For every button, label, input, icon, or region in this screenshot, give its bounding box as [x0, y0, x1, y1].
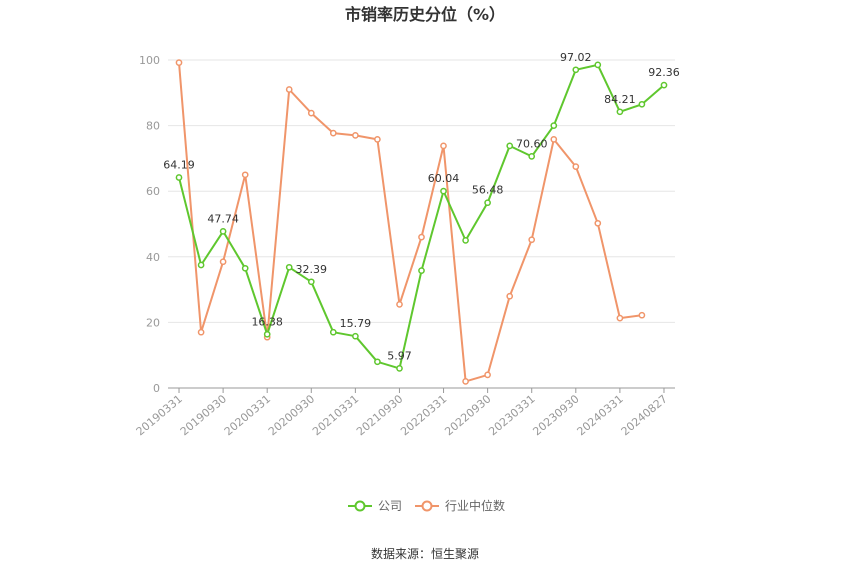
data-point: [528, 153, 536, 160]
data-point: [550, 136, 558, 143]
data-point: [352, 132, 359, 139]
data-label: 97.02: [560, 51, 592, 64]
data-label: 56.48: [472, 184, 504, 197]
data-point: [616, 314, 624, 322]
data-labels: 64.19 47.74 16.38 32.39 15.79 5.97 60.04 56.48 7…: [163, 51, 679, 363]
data-point: [263, 330, 271, 338]
legend-marker: [421, 500, 433, 512]
axes: 0 20 40 60 80 100 2019033120190930202003312020…: [134, 54, 675, 438]
data-point: [197, 328, 205, 336]
data-point: [572, 163, 580, 170]
data-label: 64.19: [163, 158, 195, 171]
data-point: [506, 142, 514, 150]
legend[interactable]: 公司 行业中位数: [348, 498, 505, 513]
series-group: [175, 59, 668, 385]
y-tick-label: 0: [153, 382, 160, 395]
data-label: 47.74: [207, 212, 239, 225]
data-point: [197, 261, 205, 269]
data-point: [307, 109, 315, 117]
x-tick-label: 20220331: [398, 392, 449, 438]
data-label: 92.36: [648, 66, 680, 79]
data-point: [219, 258, 227, 266]
x-tick-label: 20240331: [575, 392, 626, 438]
data-point: [484, 199, 491, 207]
data-point: [594, 219, 602, 227]
data-label: 60.04: [428, 172, 460, 185]
data-point: [528, 236, 536, 244]
y-tick-label: 40: [146, 251, 160, 264]
data-label: 84.21: [604, 93, 636, 106]
data-label: 5.97: [387, 349, 412, 362]
data-point: [660, 81, 668, 89]
data-point: [594, 61, 602, 69]
x-tick-label: 20200930: [266, 392, 317, 438]
x-tick-label: 20190331: [134, 392, 185, 438]
legend-label: 公司: [378, 499, 402, 513]
data-point: [175, 59, 183, 66]
data-point: [418, 267, 425, 274]
grid: [168, 59, 675, 323]
data-point: [329, 129, 337, 137]
x-tick-label: 20220930: [442, 392, 493, 438]
legend-item-company[interactable]: 公司: [348, 499, 402, 513]
data-point: [175, 174, 183, 181]
data-point: [329, 328, 337, 336]
legend-marker: [354, 500, 366, 512]
data-point: [440, 187, 447, 195]
x-tick-label: 20240827: [619, 392, 670, 438]
data-label: 70.60: [516, 137, 548, 150]
data-label: 15.79: [340, 317, 372, 330]
data-point: [374, 136, 381, 143]
data-point: [241, 264, 249, 272]
data-point: [396, 301, 403, 308]
data-point: [484, 371, 491, 379]
data-point: [462, 237, 469, 244]
data-point: [219, 228, 227, 235]
data-point: [418, 233, 425, 241]
data-label: 32.39: [296, 263, 328, 276]
legend-item-industry[interactable]: 行业中位数: [415, 498, 505, 513]
x-tick-label: 20230331: [486, 392, 537, 438]
x-tick-label: 20230930: [530, 392, 581, 438]
data-point: [616, 108, 624, 116]
data-point: [307, 278, 315, 286]
data-point: [550, 122, 558, 129]
x-tick-label: 20200331: [222, 392, 273, 438]
y-tick-label: 60: [146, 185, 160, 198]
chart-title: 市销率历史分位（%）: [345, 5, 505, 24]
data-point: [638, 311, 646, 319]
data-point: [285, 86, 293, 93]
x-tick-label: 20190930: [178, 392, 229, 438]
y-tick-label: 20: [146, 316, 160, 329]
data-point: [241, 171, 249, 179]
data-point: [506, 292, 514, 300]
data-point: [638, 100, 646, 108]
data-label: 16.38: [251, 315, 283, 328]
series-line-industry: [178, 62, 643, 383]
legend-label: 行业中位数: [445, 498, 505, 513]
data-point: [572, 66, 580, 74]
source-note: 数据来源：恒生聚源: [371, 546, 479, 561]
data-point: [462, 378, 469, 385]
data-point: [374, 358, 381, 366]
data-point: [440, 142, 447, 150]
data-point: [396, 365, 403, 372]
data-point: [285, 263, 293, 271]
y-tick-label: 100: [139, 54, 160, 67]
x-tick-label: 20210331: [310, 392, 361, 438]
x-tick-label: 20210930: [354, 392, 405, 438]
data-point: [352, 332, 359, 340]
y-tick-label: 80: [146, 120, 160, 133]
